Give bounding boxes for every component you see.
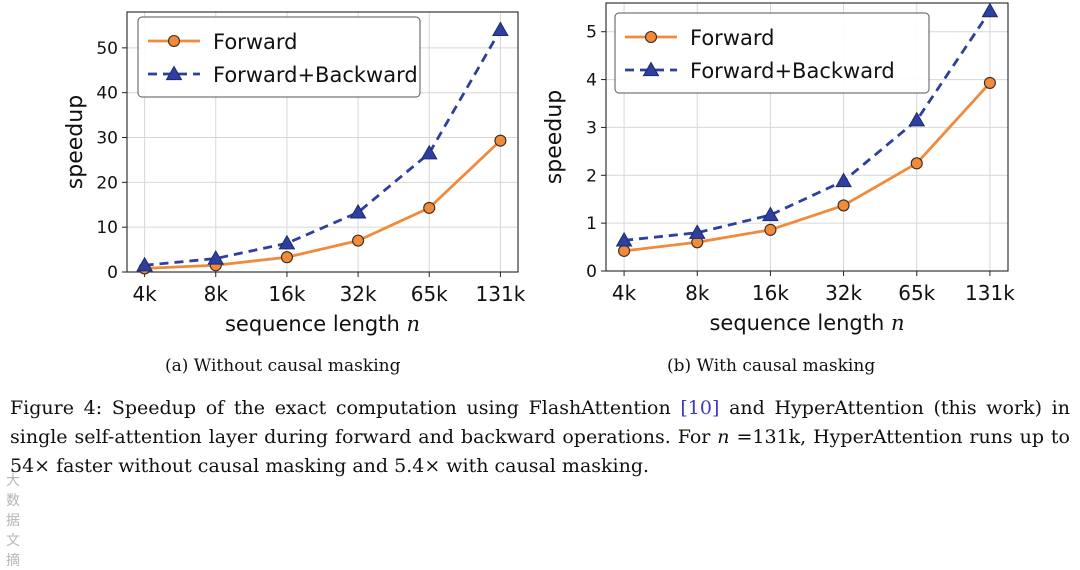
data-point-a-1-2 <box>278 234 296 250</box>
y-tick-label-a-1: 10 <box>96 218 118 238</box>
legend-box-b <box>614 12 930 94</box>
legend-marker-b-0 <box>644 30 658 44</box>
data-point-a-0-3 <box>352 234 365 247</box>
x-tick-label-b-0: 4k <box>612 281 637 305</box>
data-point-b-0-5 <box>983 76 996 89</box>
caption-variable: n <box>717 426 730 448</box>
data-point-a-1-1 <box>207 250 225 265</box>
x-tick-label-b-5: 131k <box>965 281 1015 305</box>
x-axis-label-a: sequence length n <box>225 312 420 336</box>
y-axis-label-a: speedup <box>63 95 88 189</box>
y-tick-label-b-2: 2 <box>586 166 597 186</box>
y-tick-label-b-5: 5 <box>586 23 597 43</box>
data-point-a-0-5 <box>494 134 507 147</box>
subcaption-b: (b) With causal masking <box>667 356 876 376</box>
y-tick-label-b-0: 0 <box>586 262 597 282</box>
x-tick-label-b-1: 8k <box>685 281 710 305</box>
caption-citation-link[interactable]: [10] <box>680 397 720 419</box>
data-point-a-0-4 <box>423 201 436 214</box>
y-tick-label-b-4: 4 <box>586 71 597 91</box>
x-tick-label-a-4: 65k <box>411 282 448 306</box>
legend-marker-a-0 <box>167 34 181 48</box>
x-axis-variable-a: n <box>406 312 420 336</box>
data-point-b-1-5 <box>981 2 999 18</box>
y-tick-label-b-1: 1 <box>586 214 597 234</box>
data-point-a-1-0 <box>136 256 153 272</box>
data-point-b-1-2 <box>762 206 779 222</box>
chart-b: 0 1 2 3 4 5 4k 8k 16k 32k 65k 131k sequence length n… <box>542 2 1015 335</box>
data-point-b-0-2 <box>764 223 777 236</box>
x-tick-label-b-2: 16k <box>752 281 789 305</box>
series-line-b-0 <box>623 81 991 253</box>
subcaption-a: (a) Without causal masking <box>165 356 401 376</box>
legend-label-b-0: Forward <box>690 26 774 50</box>
data-point-b-1-1 <box>688 224 706 239</box>
x-tick-label-a-2: 16k <box>268 282 305 306</box>
data-point-b-1-3 <box>835 172 852 188</box>
data-point-a-0-2 <box>280 251 293 264</box>
legend-marker-b-1 <box>642 61 660 77</box>
y-tick-label-b-3: 3 <box>586 118 597 138</box>
series-line-a-0 <box>144 139 502 270</box>
figure-caption: Figure 4: Speedup of the exact computati… <box>10 394 1070 481</box>
caption-part2: and HyperAttention (this work) in single… <box>10 397 1070 448</box>
data-point-b-0-3 <box>837 199 850 212</box>
y-tick-label-a-4: 40 <box>96 84 118 104</box>
legend-marker-a-1 <box>165 65 183 81</box>
data-point-a-1-5 <box>492 21 509 37</box>
data-point-b-1-4 <box>908 111 926 127</box>
x-tick-label-a-3: 32k <box>340 282 377 306</box>
legend-label-a-0: Forward <box>213 30 297 54</box>
x-tick-label-a-0: 4k <box>132 282 157 306</box>
caption-part1: Figure 4: Speedup of the exact computati… <box>10 397 681 419</box>
plot-frame-a <box>126 11 519 273</box>
x-tick-label-b-4: 65k <box>898 281 935 305</box>
data-point-b-0-0 <box>618 244 631 257</box>
data-point-b-1-0 <box>615 231 633 247</box>
watermark: 大数据文摘 <box>6 473 20 569</box>
caption-part3: =131k, HyperAttention runs up to 54× fas… <box>10 426 1070 477</box>
x-tick-label-b-3: 32k <box>825 281 862 305</box>
legend-label-a-1: Forward+Backward <box>213 63 418 87</box>
x-axis-variable-b: n <box>891 311 905 335</box>
legend-label-b-1: Forward+Backward <box>690 59 895 83</box>
plot-frame-b <box>605 2 1009 272</box>
chart-a: 0 10 20 30 40 50 4k 8k 16k 32k 65k 131k sequence len… <box>63 11 526 336</box>
y-axis-label-b: speedup <box>542 90 567 184</box>
data-point-a-1-4 <box>420 144 438 160</box>
legend-box-a <box>137 16 421 98</box>
y-tick-label-a-2: 20 <box>96 173 118 193</box>
y-tick-label-a-5: 50 <box>96 39 118 59</box>
series-line-b-1 <box>623 10 992 242</box>
series-line-a-1 <box>144 29 502 267</box>
data-point-b-0-4 <box>910 157 923 170</box>
y-tick-label-a-0: 0 <box>107 263 118 283</box>
x-tick-label-a-1: 8k <box>204 282 229 306</box>
x-tick-label-a-5: 131k <box>476 282 526 306</box>
x-axis-label-b: sequence length n <box>709 311 904 335</box>
y-tick-label-a-3: 30 <box>96 129 118 149</box>
data-point-a-1-3 <box>349 203 367 219</box>
